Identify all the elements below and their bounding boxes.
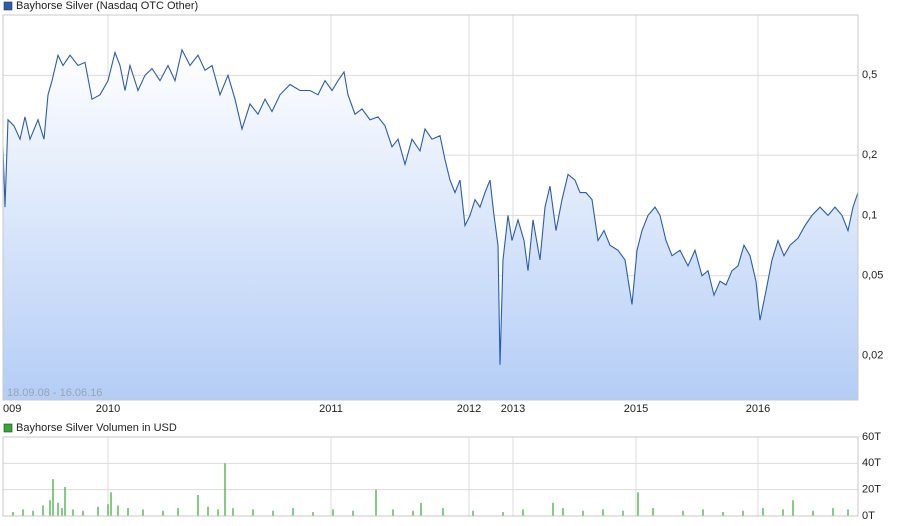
volume-bar bbox=[782, 509, 784, 516]
plot-frame bbox=[2, 436, 859, 517]
volume-bar bbox=[742, 510, 744, 516]
volume-bar bbox=[64, 487, 66, 516]
y-tick-label: 0,5 bbox=[862, 69, 877, 81]
volume-bar bbox=[117, 505, 119, 516]
volume-bar bbox=[832, 508, 834, 516]
volume-bar bbox=[162, 510, 164, 516]
volume-bar bbox=[49, 500, 51, 516]
volume-bar bbox=[312, 512, 314, 516]
legend-swatch bbox=[3, 423, 13, 433]
volume-bar bbox=[127, 508, 129, 516]
volume-bar bbox=[622, 510, 624, 516]
y-tick-label: 40T bbox=[862, 457, 881, 469]
volume-bar bbox=[392, 509, 394, 516]
x-tick-label: 2010 bbox=[96, 403, 120, 415]
volume-bar bbox=[375, 489, 377, 516]
y-tick-label: 0,2 bbox=[862, 149, 877, 161]
volume-bar bbox=[682, 510, 684, 516]
volume-bar bbox=[502, 512, 504, 516]
volume-bar bbox=[197, 494, 199, 516]
volume-bar bbox=[272, 510, 274, 516]
volume-bar bbox=[107, 504, 109, 516]
x-tick-label: 2016 bbox=[746, 403, 770, 415]
volume-bar bbox=[442, 508, 444, 516]
x-tick-label: 2015 bbox=[624, 403, 648, 415]
volume-bar bbox=[252, 509, 254, 516]
volume-bar bbox=[332, 509, 334, 516]
volume-bar bbox=[72, 509, 74, 516]
y-tick-label: 0,05 bbox=[862, 270, 883, 282]
volume-bar bbox=[22, 509, 24, 516]
volume-bar bbox=[207, 506, 209, 516]
volume-bar bbox=[42, 505, 44, 516]
volume-bar bbox=[522, 509, 524, 516]
volume-bar bbox=[472, 510, 474, 516]
x-tick-label: 009 bbox=[3, 403, 21, 415]
volume-bar bbox=[97, 506, 99, 516]
y-tick-label: 0,1 bbox=[862, 209, 877, 221]
y-tick-label: 60T bbox=[862, 431, 881, 443]
volume-bar bbox=[552, 502, 554, 516]
volume-bar bbox=[812, 510, 814, 516]
volume-bar bbox=[292, 508, 294, 516]
y-tick-label: 0,02 bbox=[862, 349, 883, 361]
volume-bar bbox=[847, 509, 849, 516]
x-tick-label: 2013 bbox=[501, 403, 525, 415]
legend-label: Bayhorse Silver (Nasdaq OTC Other) bbox=[16, 0, 198, 12]
volume-bar bbox=[637, 492, 639, 516]
volume-bar bbox=[217, 509, 219, 516]
volume-bar bbox=[142, 509, 144, 516]
volume-bar bbox=[352, 510, 354, 516]
volume-bar bbox=[61, 508, 63, 516]
legend-swatch bbox=[3, 1, 13, 11]
plot-frame bbox=[2, 14, 859, 401]
volume-bar bbox=[232, 508, 234, 516]
legend-label: Bayhorse Silver Volumen in USD bbox=[16, 422, 177, 434]
volume-bar bbox=[420, 502, 422, 516]
x-tick-label: 2012 bbox=[457, 403, 481, 415]
volume-bar bbox=[177, 508, 179, 516]
date-range: 18.09.08 - 16.06.16 bbox=[7, 387, 102, 399]
volume-bar bbox=[722, 512, 724, 516]
volume-bar bbox=[582, 510, 584, 516]
y-tick-label: 0T bbox=[862, 510, 875, 522]
volume-bar bbox=[32, 510, 34, 516]
volume-bar bbox=[12, 512, 14, 516]
volume-bar bbox=[224, 463, 226, 516]
x-tick-label: 2011 bbox=[319, 403, 343, 415]
volume-bar bbox=[110, 492, 112, 516]
volume-bar bbox=[702, 509, 704, 516]
volume-bar bbox=[562, 508, 564, 516]
price-area bbox=[3, 49, 858, 401]
volume-bar bbox=[762, 508, 764, 516]
volume-bar bbox=[57, 502, 59, 516]
volume-bar bbox=[82, 510, 84, 516]
volume-bar bbox=[52, 479, 54, 516]
y-tick-label: 20T bbox=[862, 484, 881, 496]
price-line bbox=[2, 48, 859, 365]
volume-bar bbox=[412, 510, 414, 516]
volume-bar bbox=[652, 508, 654, 516]
volume-bar bbox=[792, 500, 794, 516]
volume-bar bbox=[602, 509, 604, 516]
